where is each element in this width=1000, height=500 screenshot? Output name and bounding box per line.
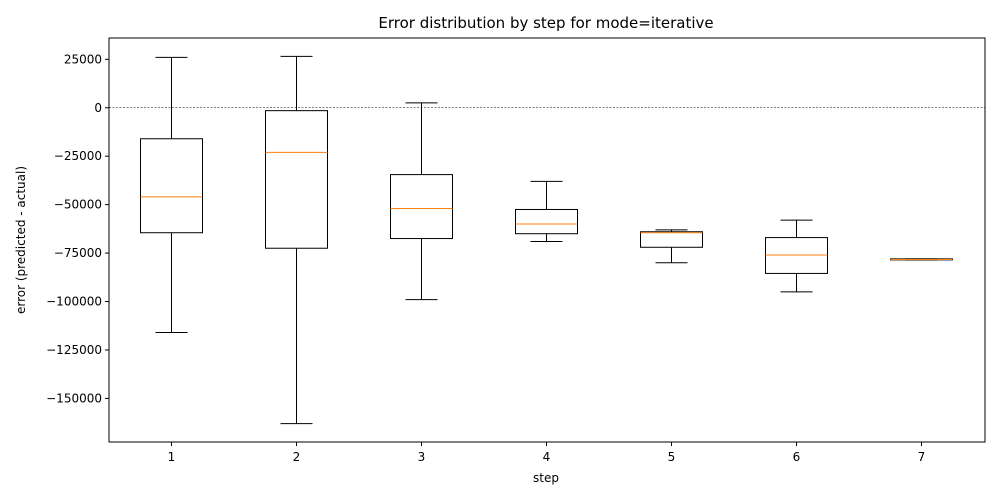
y-tick-label: −125000 — [46, 343, 102, 357]
y-tick-label: −150000 — [46, 391, 102, 405]
y-tick-label: −50000 — [54, 198, 102, 212]
y-tick-label: −75000 — [54, 246, 102, 260]
y-tick-label: 25000 — [64, 52, 102, 66]
box-group-step-5 — [640, 229, 703, 264]
y-tick-label: −100000 — [46, 295, 102, 309]
box-group-step-3 — [390, 102, 453, 301]
x-tick-label: 7 — [918, 450, 926, 464]
y-tick-label: 0 — [94, 101, 102, 115]
x-tick-label: 4 — [543, 450, 551, 464]
x-tick-label: 2 — [293, 450, 301, 464]
chart-title: Error distribution by step for mode=iter… — [378, 14, 713, 32]
x-tick-label: 6 — [793, 450, 801, 464]
box-group-step-4 — [515, 180, 578, 242]
interquartile-box — [640, 231, 703, 248]
interquartile-box — [390, 174, 453, 240]
y-tick-label: −25000 — [54, 149, 102, 163]
interquartile-box — [140, 138, 203, 234]
interquartile-box — [265, 110, 328, 249]
x-tick-label: 3 — [418, 450, 426, 464]
box-group-step-2 — [265, 55, 328, 425]
interquartile-box — [515, 208, 578, 235]
x-axis-title: step — [533, 471, 559, 485]
y-axis-title: error (predicted - actual) — [14, 166, 28, 314]
x-tick-label: 5 — [668, 450, 676, 464]
box-group-step-7 — [890, 258, 953, 261]
box-group-step-1 — [140, 56, 203, 334]
plot-area-frame — [108, 37, 986, 443]
box-group-step-6 — [765, 219, 828, 293]
x-tick-label: 1 — [168, 450, 176, 464]
